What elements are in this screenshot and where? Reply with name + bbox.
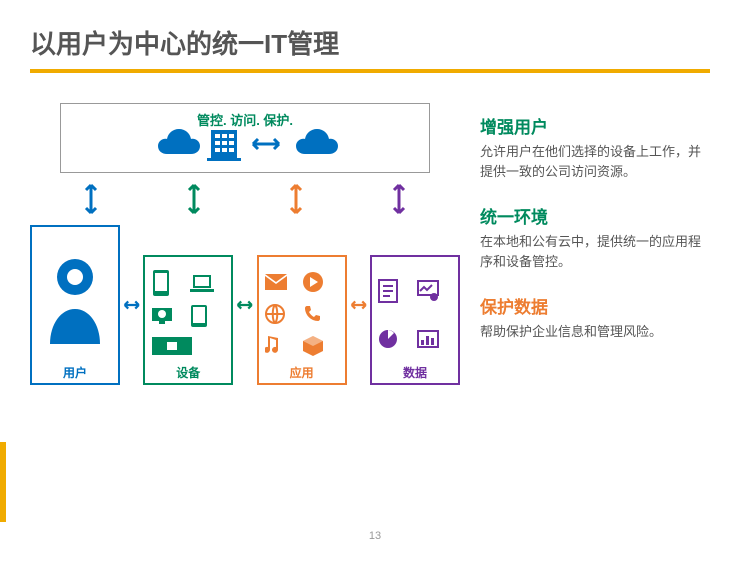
desktop-icon [151,336,193,358]
globe-icon [265,304,285,324]
music-icon [265,336,281,356]
section-body: 在本地和公有云中，提供统一的应用程序和设备管控。 [480,232,710,271]
box-data-label: 数据 [403,362,427,381]
cloud-box: 管控. 访问. 保护. [60,103,430,173]
section-enhance: 增强用户 允许用户在他们选择的设备上工作，并提供一致的公司访问资源。 [480,113,710,181]
monitor-icon [151,307,173,325]
page-title: 以用户为中心的统一IT管理 [30,24,720,61]
section-protect: 保护数据 帮助保护企业信息和管理风险。 [480,293,710,342]
varrow-device-icon [184,181,204,217]
box-user-label: 用户 [63,362,87,381]
box-device: 设备 [143,255,233,385]
varrow-user-icon [81,181,101,217]
box-device-label: 设备 [176,362,200,381]
section-title: 保护数据 [480,293,710,318]
laptop-icon [190,273,214,293]
page-number: 13 [369,530,381,542]
section-title: 增强用户 [480,113,710,138]
box-data: 数据 [370,255,460,385]
cloud-label: 管控. 访问. 保护. [197,110,293,129]
box-user: 用户 [30,225,120,385]
package-icon [303,336,323,356]
building-icon [205,126,243,162]
slide: 以用户为中心的统一IT管理 管控. 访问. 保护. [0,0,750,562]
pie-icon [378,329,398,349]
phone-app-icon [303,305,321,323]
tablet-icon [190,304,208,328]
harrow2-icon [235,297,254,313]
chart-gear-icon [417,280,439,302]
cloud-right-icon [289,128,339,160]
content-area: 管控. 访问. 保护. [30,103,720,385]
section-body: 帮助保护企业信息和管理风险。 [480,322,710,342]
varrow-data-icon [389,181,409,217]
sidebar: 增强用户 允许用户在他们选择的设备上工作，并提供一致的公司访问资源。 统一环境 … [480,103,710,385]
phone-icon [151,269,171,297]
bar-icon [417,330,439,348]
mail-icon [265,274,287,290]
harrow3-icon [349,297,368,313]
boxes-row: 用户 设备 [30,225,460,385]
bidir-arrow-icon [247,134,285,154]
section-unify: 统一环境 在本地和公有云中，提供统一的应用程序和设备管控。 [480,203,710,271]
harrow1-icon [122,297,141,313]
diagram: 管控. 访问. 保护. [30,103,460,385]
cloud-group [151,126,339,162]
play-icon [303,272,323,292]
varrow-app-icon [286,181,306,217]
doc-icon [378,279,398,303]
user-icon [40,249,110,349]
vertical-arrows [30,173,460,225]
section-title: 统一环境 [480,203,710,228]
box-app-label: 应用 [290,362,314,381]
section-body: 允许用户在他们选择的设备上工作，并提供一致的公司访问资源。 [480,142,710,181]
title-underline [30,69,710,73]
side-accent [0,442,6,522]
box-app: 应用 [257,255,347,385]
cloud-left-icon [151,128,201,160]
